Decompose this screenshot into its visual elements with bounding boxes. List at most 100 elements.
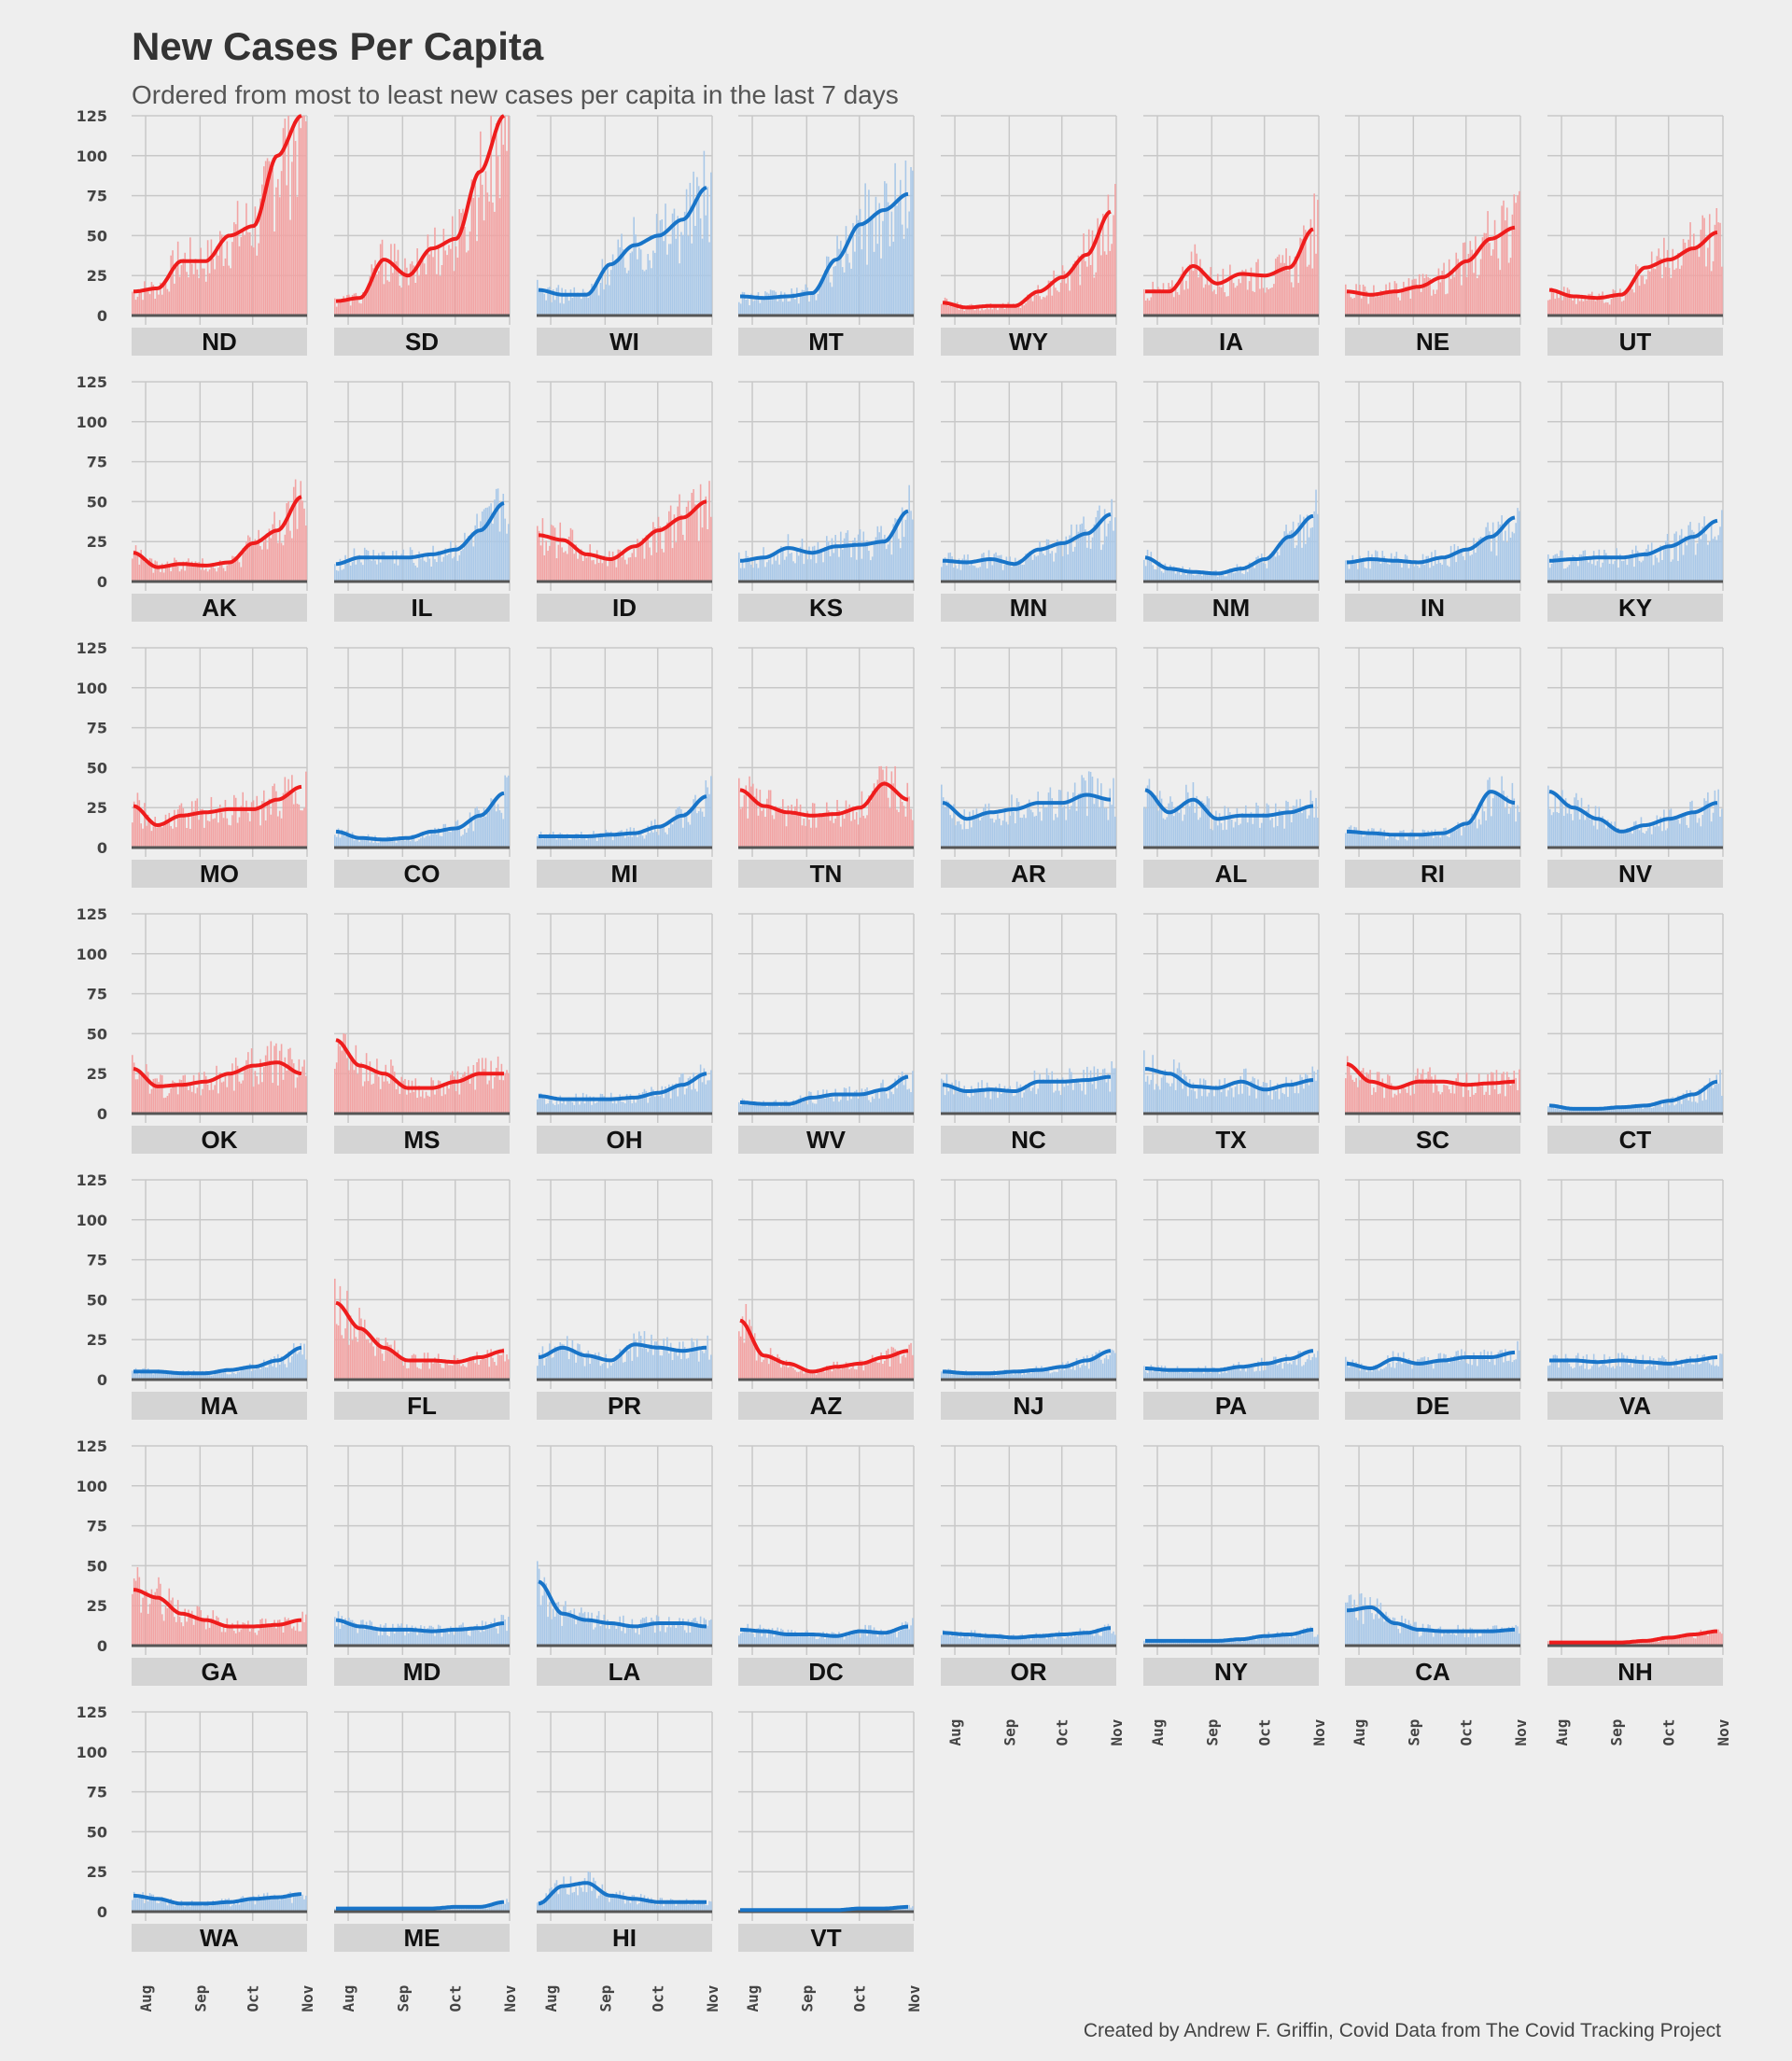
daily-bar [1246, 571, 1249, 582]
daily-bar [1420, 563, 1422, 582]
daily-bar [1271, 1360, 1273, 1380]
daily-bar [404, 840, 406, 848]
daily-bar [1415, 1075, 1417, 1114]
daily-bar [1586, 1354, 1588, 1380]
daily-bar [362, 836, 364, 848]
daily-bar [1415, 563, 1417, 582]
daily-bar [284, 1364, 287, 1380]
daily-bar [1067, 273, 1069, 315]
daily-bar [1155, 1084, 1157, 1114]
daily-bar [186, 828, 188, 848]
daily-bar [381, 1634, 384, 1646]
daily-bar [1420, 1357, 1422, 1380]
daily-bar [1202, 573, 1205, 582]
daily-bar [259, 1059, 261, 1114]
daily-bar [158, 568, 160, 582]
daily-bar [423, 560, 426, 582]
daily-bar [677, 216, 679, 315]
daily-bar [1266, 1083, 1268, 1114]
daily-bar [1037, 285, 1039, 315]
daily-bar [899, 1076, 902, 1114]
daily-bar [829, 555, 832, 582]
daily-bar [250, 802, 253, 848]
daily-bar [1013, 562, 1015, 582]
daily-bar [949, 1084, 951, 1114]
strip [1345, 328, 1520, 356]
daily-bar [691, 1620, 693, 1646]
daily-bar [1031, 559, 1034, 582]
daily-bar [1457, 546, 1459, 582]
daily-bar [1164, 563, 1167, 582]
daily-bar [1703, 1085, 1705, 1114]
daily-bar [298, 496, 301, 582]
daily-bar [146, 287, 147, 315]
daily-bar [164, 1605, 167, 1646]
daily-bar [1273, 284, 1275, 315]
daily-bar [703, 1353, 706, 1380]
daily-bar [955, 305, 957, 315]
daily-bar [1111, 805, 1113, 848]
daily-bar [414, 283, 417, 315]
daily-bar [220, 234, 223, 315]
daily-bar [942, 301, 945, 315]
daily-bar [1176, 570, 1179, 582]
daily-bar [1635, 264, 1637, 315]
daily-bar [1252, 290, 1254, 315]
daily-bar [278, 520, 281, 582]
daily-bar [708, 1080, 710, 1114]
daily-bar [1259, 559, 1261, 582]
daily-bar [194, 1093, 197, 1114]
daily-bar [820, 1095, 822, 1114]
daily-bar [764, 817, 766, 848]
daily-bar [1679, 1096, 1681, 1114]
daily-bar [958, 820, 960, 848]
daily-bar [1550, 287, 1553, 315]
daily-bar [791, 1106, 792, 1114]
daily-bar [605, 284, 607, 315]
daily-bar [1503, 791, 1505, 848]
daily-bar [769, 555, 772, 582]
state-label: TN [810, 860, 843, 888]
average-line [1548, 790, 1718, 834]
daily-bar [538, 530, 540, 582]
daily-bar [1429, 568, 1431, 582]
daily-bar [1306, 266, 1309, 315]
daily-bar [460, 1077, 462, 1114]
facet-de: DE [1345, 1179, 1521, 1420]
daily-bar [1407, 278, 1410, 315]
daily-bar [254, 539, 257, 582]
daily-bar [385, 1622, 387, 1646]
daily-bar [701, 1625, 704, 1646]
daily-bar [845, 226, 847, 315]
daily-bar [755, 788, 758, 848]
daily-bar [1275, 556, 1277, 582]
daily-bar [749, 1319, 750, 1380]
daily-bar [633, 1629, 635, 1646]
daily-bar [854, 538, 856, 582]
daily-bar [593, 1096, 595, 1114]
daily-bar [1658, 562, 1660, 582]
daily-bar [1313, 1071, 1315, 1114]
daily-bar [220, 1082, 223, 1114]
daily-bar [1317, 200, 1319, 315]
daily-bar [1479, 259, 1482, 315]
daily-bar [1299, 514, 1301, 582]
daily-bar [1407, 568, 1410, 582]
daily-bar [1461, 551, 1463, 582]
daily-bar [504, 1073, 506, 1114]
daily-bar [160, 823, 161, 848]
daily-bar [1365, 1371, 1368, 1380]
daily-bar [589, 1619, 591, 1646]
daily-bar [1171, 1083, 1173, 1114]
daily-bar [834, 1368, 836, 1380]
daily-bar [233, 794, 235, 848]
daily-bar [1491, 1072, 1492, 1114]
daily-bar [1245, 269, 1247, 315]
daily-bar [1399, 300, 1401, 315]
daily-bar [782, 1106, 784, 1114]
daily-bar [196, 269, 199, 315]
daily-bar [1477, 1366, 1478, 1380]
daily-bar [1317, 513, 1319, 582]
daily-bar [1292, 287, 1295, 315]
daily-bar [764, 567, 766, 582]
